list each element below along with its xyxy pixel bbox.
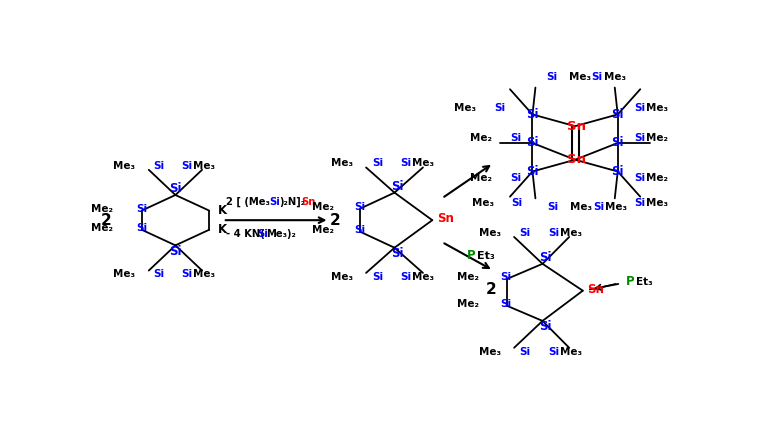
Text: Me₂: Me₂ xyxy=(646,133,668,143)
Text: Si: Si xyxy=(169,182,182,195)
Text: Me₃: Me₃ xyxy=(113,269,135,279)
Text: Si: Si xyxy=(547,202,558,212)
Text: Si: Si xyxy=(391,247,403,260)
Text: Sn: Sn xyxy=(568,119,587,133)
Text: Me₂: Me₂ xyxy=(457,299,478,309)
Text: Me₃: Me₃ xyxy=(331,158,353,168)
Text: Me₃: Me₃ xyxy=(413,158,435,168)
Text: Me₃: Me₃ xyxy=(646,103,668,113)
Text: P: P xyxy=(468,249,476,262)
Text: Si: Si xyxy=(269,197,280,207)
Text: Me₃: Me₃ xyxy=(571,202,593,212)
Text: Si: Si xyxy=(400,272,412,282)
Text: Me₂: Me₂ xyxy=(312,202,334,212)
Text: Sn: Sn xyxy=(437,212,454,225)
Text: Si: Si xyxy=(391,180,403,193)
Text: Me₃: Me₃ xyxy=(604,72,626,82)
Text: Si: Si xyxy=(136,223,147,233)
Text: Si: Si xyxy=(510,133,521,143)
Text: Si: Si xyxy=(539,251,552,264)
Text: Si: Si xyxy=(354,225,365,235)
Text: Me₂: Me₂ xyxy=(457,272,478,282)
Text: Si: Si xyxy=(136,204,147,214)
Text: Si: Si xyxy=(510,173,521,183)
Text: P: P xyxy=(626,275,634,288)
Text: Et₃: Et₃ xyxy=(478,251,495,261)
Text: Me₃: Me₃ xyxy=(569,72,591,82)
Text: Si: Si xyxy=(354,202,365,212)
Text: Me₃: Me₃ xyxy=(479,347,501,357)
Text: Me₃: Me₃ xyxy=(560,347,582,357)
Text: 2 [ (Me₃: 2 [ (Me₃ xyxy=(226,197,270,207)
Text: Me₂: Me₂ xyxy=(646,173,668,183)
Text: Me₃: Me₃ xyxy=(113,161,135,171)
Text: Me₃: Me₃ xyxy=(605,202,626,212)
Text: Si: Si xyxy=(257,228,268,238)
Text: 2: 2 xyxy=(486,282,497,296)
Text: K: K xyxy=(218,204,227,217)
Text: Si: Si xyxy=(634,103,646,113)
Text: Me₃: Me₃ xyxy=(413,272,435,282)
Text: Sn: Sn xyxy=(568,153,587,166)
Text: Si: Si xyxy=(634,133,646,143)
Text: Si: Si xyxy=(372,272,383,282)
Text: Si: Si xyxy=(611,136,624,150)
Text: Si: Si xyxy=(153,161,164,171)
Text: Si: Si xyxy=(512,198,523,208)
Text: Si: Si xyxy=(181,269,193,279)
Text: Si: Si xyxy=(526,136,539,150)
Text: Si: Si xyxy=(546,72,558,82)
Text: Si: Si xyxy=(593,202,604,212)
Text: Si: Si xyxy=(591,72,603,82)
Text: Sn: Sn xyxy=(588,283,604,296)
Text: Si: Si xyxy=(153,269,164,279)
Text: Si: Si xyxy=(634,198,646,208)
Text: Me₃: Me₃ xyxy=(331,272,353,282)
Text: Me₃: Me₃ xyxy=(193,269,215,279)
Text: Me₃: Me₃ xyxy=(479,228,501,238)
Text: K: K xyxy=(218,223,227,236)
Text: 2: 2 xyxy=(330,213,341,228)
Text: )₂N]₂: )₂N]₂ xyxy=(279,197,305,207)
Text: Si: Si xyxy=(539,320,552,334)
Text: Si: Si xyxy=(611,165,624,178)
Text: Me₂: Me₂ xyxy=(91,223,113,233)
Text: Si: Si xyxy=(169,245,182,258)
Text: Sn: Sn xyxy=(302,197,316,207)
Text: Si: Si xyxy=(634,173,646,183)
Text: Et₃: Et₃ xyxy=(636,277,652,287)
Text: Si: Si xyxy=(181,161,193,171)
Text: - 4 KN(: - 4 KN( xyxy=(226,228,264,238)
Text: Si: Si xyxy=(519,228,530,238)
Text: Si: Si xyxy=(500,299,511,309)
Text: Si: Si xyxy=(400,158,412,168)
Text: Si: Si xyxy=(519,347,530,357)
Text: Si: Si xyxy=(549,347,559,357)
Text: Me₃: Me₃ xyxy=(454,103,476,113)
Text: Si: Si xyxy=(500,272,511,282)
Text: Me₂: Me₂ xyxy=(91,204,113,214)
Text: Si: Si xyxy=(611,108,624,121)
Text: Me₂: Me₂ xyxy=(312,225,334,235)
Text: Si: Si xyxy=(526,108,539,121)
Text: Me₂: Me₂ xyxy=(470,133,492,143)
Text: 2: 2 xyxy=(101,213,112,228)
Text: Si: Si xyxy=(372,158,383,168)
Text: Me₃: Me₃ xyxy=(560,228,582,238)
Text: Me₃)₂: Me₃)₂ xyxy=(266,228,296,238)
Text: Si: Si xyxy=(526,165,539,178)
Text: Si: Si xyxy=(494,103,505,113)
Text: Me₃: Me₃ xyxy=(193,161,215,171)
Text: Si: Si xyxy=(549,228,559,238)
Text: Me₃: Me₃ xyxy=(472,198,494,208)
Text: Me₃: Me₃ xyxy=(646,198,668,208)
Text: Me₂: Me₂ xyxy=(470,173,492,183)
